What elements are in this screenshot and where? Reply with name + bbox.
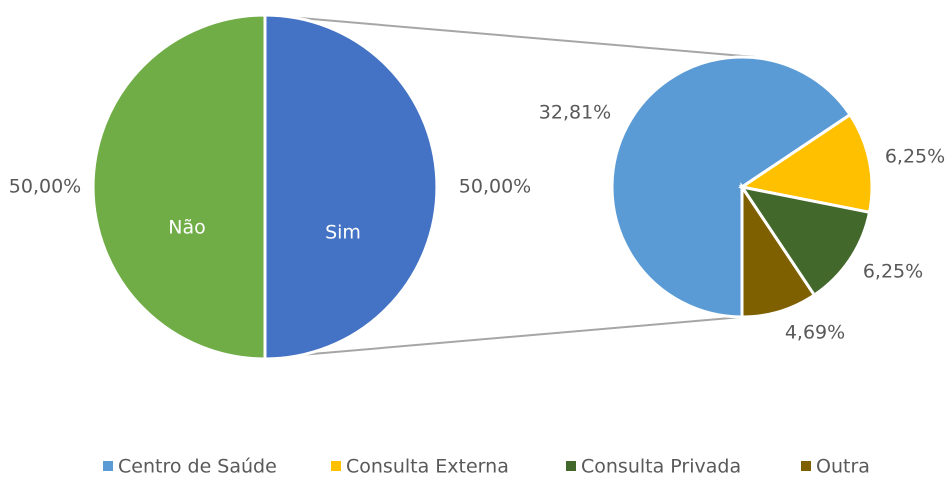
data-label: 6,25% (863, 261, 923, 283)
slice-label: Sim (325, 222, 361, 244)
legend-label: Outra (816, 456, 870, 477)
legend-swatch (566, 461, 576, 471)
legend-label: Consulta Privada (581, 456, 741, 477)
legend-label: Consulta Externa (346, 456, 509, 477)
data-label: 50,00% (459, 176, 531, 198)
pie-slice (740, 182, 817, 319)
connector-line (264, 316, 743, 359)
legend-swatch (331, 461, 341, 471)
data-label: 32,81% (539, 102, 611, 124)
pie-slice (263, 13, 439, 361)
data-label: 4,69% (785, 322, 845, 344)
data-label: 50,00% (9, 176, 81, 198)
slice-label: Não (168, 217, 205, 239)
connector-line (264, 14, 756, 58)
legend-label: Centro de Saúde (118, 456, 277, 477)
pie-slice (610, 55, 853, 319)
data-label: 6,25% (885, 146, 945, 168)
pie-slice (91, 13, 267, 361)
legend-swatch (801, 461, 811, 471)
pie-slice (738, 184, 872, 298)
legend-swatch (103, 461, 113, 471)
pie-slice (738, 112, 874, 215)
